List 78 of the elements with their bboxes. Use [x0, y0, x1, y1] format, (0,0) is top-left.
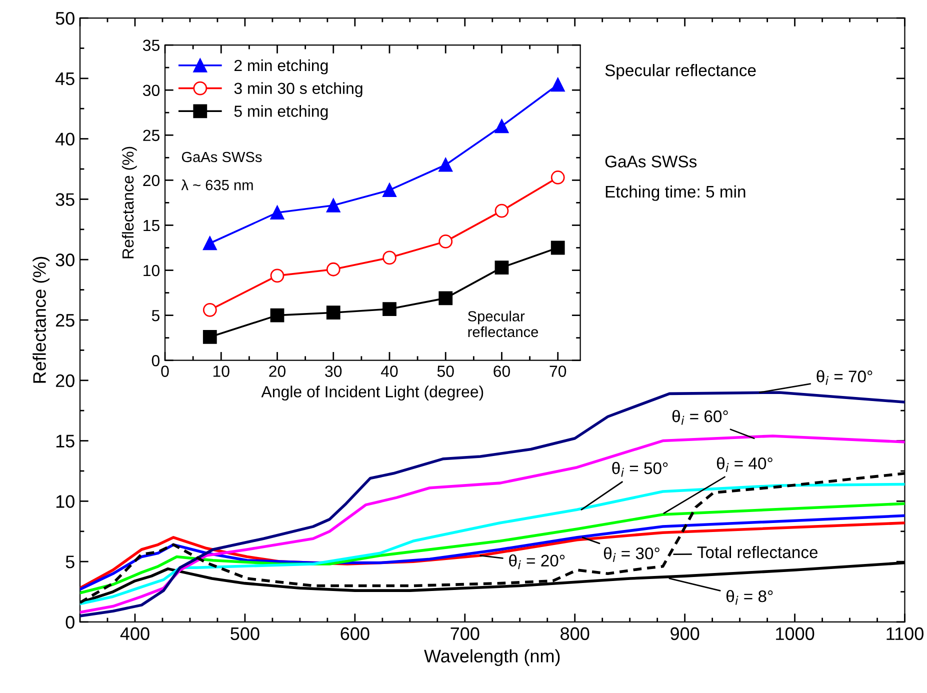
y-tick-label: 35: [56, 193, 74, 206]
x-tick-label: 1000: [776, 627, 814, 640]
y-tick-label: 10: [144, 264, 160, 276]
x-tick-label: 20: [269, 366, 286, 377]
x-tick-label: 50: [437, 366, 454, 377]
annotation: θ$_{i}$ = 70°: [816, 370, 872, 385]
point: [202, 236, 217, 250]
x-tick-label: 400: [120, 627, 150, 640]
annotation: GaAs SWSs: [605, 156, 697, 168]
point: [494, 119, 509, 134]
y-tick-label: 30: [142, 84, 160, 96]
point: [382, 250, 396, 265]
x-tick-label: 600: [340, 627, 370, 640]
x-tick-label: 500: [230, 627, 260, 640]
y-tick-label: 25: [56, 314, 74, 327]
point: [382, 183, 396, 198]
x-axis-title: Angle of Incident Light (degree): [261, 386, 484, 401]
x-tick-label: 700: [450, 627, 480, 640]
y-tick-label: 15: [56, 434, 74, 448]
y-tick-label: 0: [152, 354, 160, 366]
point: [202, 330, 217, 344]
y-tick-label: 5: [152, 310, 160, 322]
y-tick-label: 40: [55, 132, 74, 146]
y-tick-label: 15: [144, 220, 160, 232]
point: [438, 158, 453, 172]
x-tick-label: 900: [670, 627, 700, 640]
point: [326, 306, 340, 320]
annotation: Specular reflectance: [605, 64, 756, 80]
y-tick-label: 50: [56, 12, 74, 25]
y-tick-label: 5: [66, 556, 74, 568]
annotation: θ$_{i}$ = 20°: [509, 554, 565, 570]
y-tick-label: 10: [56, 495, 74, 508]
annotation: θ$_{i}$ = 60°: [672, 410, 728, 425]
y-tick-label: 45: [55, 72, 74, 86]
annotation: GaAs SWSs: [182, 152, 262, 162]
y-tick-label: 35: [142, 40, 160, 51]
legend-label: 3 min 30 s etching: [234, 82, 362, 98]
point: [326, 198, 340, 212]
y-tick-label: 20: [143, 174, 160, 186]
annotation: Etching time: 5 min: [606, 185, 746, 201]
point: [270, 308, 284, 322]
x-tick-label: 1100: [886, 627, 924, 640]
point: [270, 206, 284, 220]
x-tick-label: 60: [494, 366, 510, 377]
x-tick-label: 30: [325, 366, 342, 377]
point: [438, 234, 453, 248]
y-tick-label: 0: [66, 616, 74, 629]
legend-label: 5 min etching: [234, 105, 328, 120]
point: [382, 302, 396, 316]
x-tick-label: 70: [550, 366, 566, 377]
y-tick-label: 25: [143, 130, 160, 142]
point: [202, 302, 217, 317]
y-tick-label: 20: [56, 374, 74, 388]
point: [550, 170, 565, 184]
y-axis-title: Reflectance (%): [122, 146, 137, 258]
legend-label: 2 min etching: [234, 59, 328, 74]
annotation: θ$_{i}$ = 8°: [726, 590, 773, 605]
point: [438, 291, 453, 306]
point: [550, 78, 565, 92]
point: [270, 268, 284, 283]
line-series: [80, 434, 905, 614]
annotation: λ ~ 635 nm: [181, 180, 253, 190]
annotation: θ$_{i}$ = 30°: [604, 547, 660, 562]
annotation: θ$_{i}$ = 50°: [612, 462, 668, 477]
point: [494, 260, 509, 275]
y-tick-label: 30: [56, 254, 74, 266]
annotation: θ$_{i}$ = 40°: [716, 457, 772, 472]
x-tick-label: 10: [213, 366, 230, 377]
point: [550, 240, 565, 255]
annotation: Specular reflectance: [468, 310, 538, 338]
x-tick-label: 0: [161, 366, 169, 377]
y-axis-title: Reflectance (%): [32, 256, 50, 383]
point: [326, 262, 340, 276]
x-tick-label: 40: [380, 366, 398, 377]
x-axis-title: Wavelength (nm): [424, 649, 560, 666]
point: [494, 204, 509, 218]
x-tick-label: 800: [560, 627, 590, 640]
annotation: Total reflectance: [697, 546, 818, 558]
